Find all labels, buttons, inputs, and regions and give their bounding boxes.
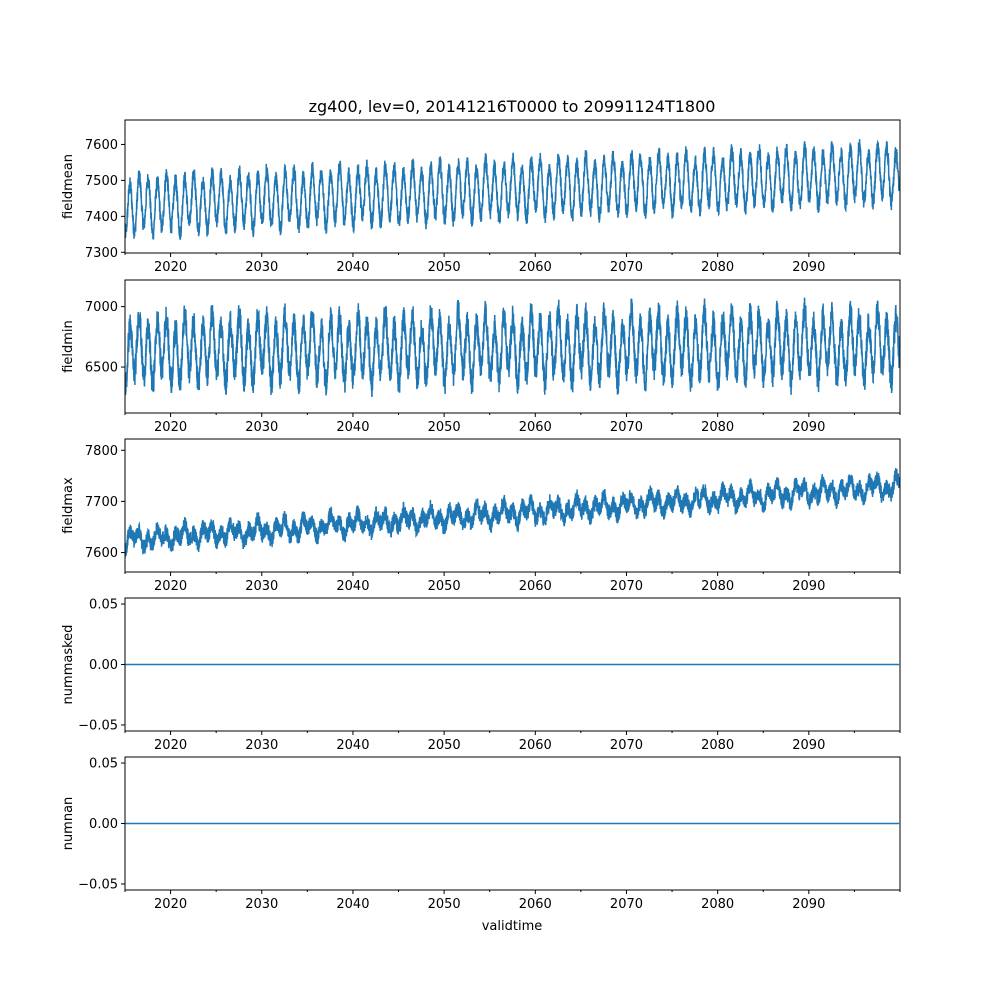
x-tick-label: 2040 [336, 420, 369, 435]
y-axis-label: fieldmean [61, 154, 76, 219]
axes-frame [124, 119, 901, 254]
y-tick-label: 7000 [85, 300, 118, 315]
x-tick-label: 2040 [336, 897, 369, 912]
panel-fieldmean: 7300 7400 7500 7600 2020 2030 2040 2050 2060 2070… [61, 119, 901, 275]
y-axis-label: fieldmin [61, 320, 76, 373]
y-tick-label: 7700 [85, 495, 118, 510]
x-tick-label: 2070 [610, 260, 643, 275]
x-tick-label: 2070 [610, 738, 643, 753]
y-axis-label: numnan [61, 797, 76, 851]
x-tick-label: 2050 [428, 260, 461, 275]
y-tick-label: 0.05 [89, 757, 118, 772]
x-tick-label: 2050 [428, 738, 461, 753]
y-tick-label: 7400 [85, 210, 118, 225]
axes-frame [124, 438, 901, 573]
x-tick-label: 2040 [336, 579, 369, 594]
panel-numnan: −0.05 0.00 0.05 2020 2030 2040 2050 2060 2070 208… [61, 756, 901, 912]
x-tick-label: 2080 [701, 897, 734, 912]
panel-fieldmax: 7600 7700 7800 2020 2030 2040 2050 2060 2070 2080… [61, 438, 901, 594]
y-axis-label: nummasked [61, 625, 76, 705]
x-tick-label: 2080 [701, 738, 734, 753]
y-tick-label: 7300 [85, 246, 118, 261]
x-tick-label: 2020 [154, 260, 187, 275]
x-tick-label: 2070 [610, 420, 643, 435]
panel-fieldmin: 6500 7000 2020 2030 2040 2050 2060 2070 2080 2090… [61, 279, 901, 435]
y-tick-label: 7800 [85, 444, 118, 459]
x-tick-label: 2050 [428, 420, 461, 435]
y-tick-label: 0.00 [89, 658, 118, 673]
x-tick-label: 2080 [701, 579, 734, 594]
y-tick-label: 0.00 [89, 817, 118, 832]
series-line-fieldmean [125, 139, 900, 240]
y-tick-label: 7600 [85, 138, 118, 153]
y-tick-label: −0.05 [78, 718, 118, 733]
x-tick-label: 2050 [428, 897, 461, 912]
x-tick-label: 2060 [519, 738, 552, 753]
x-tick-label: 2020 [154, 738, 187, 753]
x-tick-label: 2040 [336, 738, 369, 753]
y-tick-label: 0.05 [89, 598, 118, 613]
axes-frame [124, 279, 901, 414]
x-axis-label: validtime [482, 919, 543, 934]
x-tick-label: 2080 [701, 420, 734, 435]
x-tick-label: 2090 [792, 260, 825, 275]
x-tick-label: 2090 [792, 738, 825, 753]
x-tick-label: 2070 [610, 897, 643, 912]
x-tick-label: 2080 [701, 260, 734, 275]
panel-nummasked: −0.05 0.00 0.05 2020 2030 2040 2050 2060 2070 208… [61, 597, 901, 753]
y-tick-label: 7500 [85, 174, 118, 189]
x-tick-label: 2070 [610, 579, 643, 594]
x-tick-label: 2040 [336, 260, 369, 275]
y-tick-label: 7600 [85, 546, 118, 561]
y-axis-label: fieldmax [61, 477, 76, 534]
x-tick-label: 2060 [519, 897, 552, 912]
series-line-fieldmin [125, 297, 900, 398]
x-tick-label: 2020 [154, 897, 187, 912]
series-line-fieldmax [125, 468, 900, 558]
x-tick-label: 2060 [519, 579, 552, 594]
x-tick-label: 2020 [154, 420, 187, 435]
chart-title: zg400, lev=0, 20141216T0000 to 20991124T… [309, 97, 716, 116]
panels: 7300 7400 7500 7600 2020 2030 2040 2050 2060 2070… [61, 119, 901, 912]
x-tick-label: 2060 [519, 420, 552, 435]
x-tick-label: 2030 [245, 897, 278, 912]
y-tick-label: −0.05 [78, 877, 118, 892]
y-tick-label: 6500 [85, 361, 118, 376]
x-tick-label: 2020 [154, 579, 187, 594]
x-tick-label: 2050 [428, 579, 461, 594]
x-tick-label: 2090 [792, 897, 825, 912]
x-tick-label: 2030 [245, 579, 278, 594]
x-tick-label: 2030 [245, 260, 278, 275]
x-tick-label: 2060 [519, 260, 552, 275]
x-tick-label: 2030 [245, 738, 278, 753]
x-tick-label: 2090 [792, 420, 825, 435]
x-tick-label: 2090 [792, 579, 825, 594]
x-tick-label: 2030 [245, 420, 278, 435]
